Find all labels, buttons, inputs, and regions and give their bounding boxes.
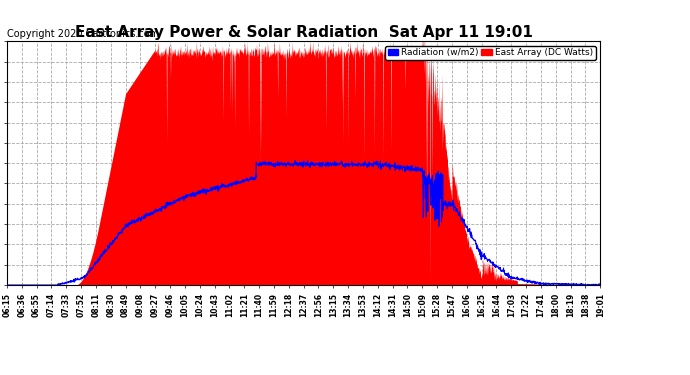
Title: East Array Power & Solar Radiation  Sat Apr 11 19:01: East Array Power & Solar Radiation Sat A… [75,25,533,40]
Text: Copyright 2020 Cartronics.com: Copyright 2020 Cartronics.com [7,29,159,39]
Legend: Radiation (w/m2), East Array (DC Watts): Radiation (w/m2), East Array (DC Watts) [385,46,595,60]
